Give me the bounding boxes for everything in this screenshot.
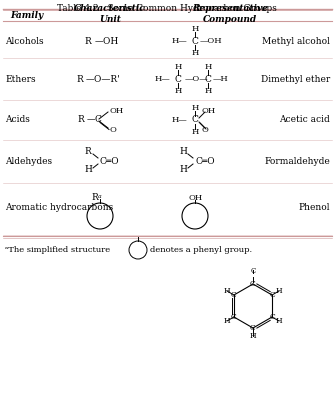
Text: R: R — [85, 37, 91, 45]
Text: H—: H— — [154, 75, 170, 83]
Text: H: H — [250, 332, 256, 340]
Text: R: R — [85, 148, 91, 156]
Text: —O—: —O— — [185, 75, 209, 83]
Text: H: H — [191, 128, 199, 136]
Text: denotes a phenyl group.: denotes a phenyl group. — [150, 246, 252, 254]
Text: H: H — [174, 87, 182, 95]
Text: O: O — [202, 126, 209, 134]
Text: O: O — [109, 126, 116, 134]
Text: C: C — [231, 291, 237, 299]
Text: Dimethyl ether: Dimethyl ether — [261, 74, 330, 84]
Text: OH: OH — [202, 107, 216, 115]
Text: H: H — [276, 317, 282, 325]
Text: C: C — [205, 74, 211, 84]
Text: H: H — [191, 104, 199, 112]
Text: C: C — [192, 37, 198, 45]
Text: H: H — [276, 287, 282, 295]
Text: Acids: Acids — [5, 115, 30, 125]
Text: C═O: C═O — [195, 156, 215, 166]
Text: Ethers: Ethers — [5, 74, 36, 84]
Text: C: C — [231, 313, 237, 321]
Text: H: H — [224, 317, 230, 325]
Text: C: C — [250, 267, 256, 275]
Text: H—: H— — [171, 116, 187, 124]
Text: H: H — [204, 63, 212, 71]
Text: Alcohols: Alcohols — [5, 37, 44, 45]
Text: H: H — [191, 25, 199, 33]
Text: R: R — [78, 115, 84, 125]
Text: C: C — [269, 313, 275, 321]
Text: Methyl alcohol: Methyl alcohol — [262, 37, 330, 45]
Text: —OH: —OH — [200, 37, 223, 45]
Text: C: C — [250, 280, 256, 288]
Text: H: H — [224, 287, 230, 295]
Text: C: C — [175, 74, 182, 84]
Text: H: H — [179, 148, 187, 156]
Text: Aromatic hydrocarbons: Aromatic hydrocarbons — [5, 203, 113, 213]
Text: Formaldehyde: Formaldehyde — [264, 156, 330, 166]
Text: Characteristic
Unit: Characteristic Unit — [74, 4, 146, 24]
Text: Acetic acid: Acetic acid — [279, 115, 330, 125]
Text: OH: OH — [109, 107, 123, 115]
Text: C: C — [269, 291, 275, 299]
Text: C═O: C═O — [100, 156, 120, 166]
Text: —H: —H — [213, 75, 229, 83]
Text: R: R — [77, 74, 83, 84]
Text: ᵃThe simplified structure: ᵃThe simplified structure — [5, 246, 110, 254]
Text: —O—R': —O—R' — [86, 74, 121, 84]
Text: OH: OH — [189, 194, 203, 202]
Text: H: H — [204, 87, 212, 95]
Text: a: a — [98, 194, 102, 199]
Text: Family: Family — [10, 10, 43, 20]
Text: H—: H— — [171, 37, 187, 45]
Text: H: H — [179, 166, 187, 174]
Text: C: C — [192, 115, 198, 125]
Text: H: H — [174, 63, 182, 71]
Text: Table 4.2 Some Common Hydrocarbon Groups: Table 4.2 Some Common Hydrocarbon Groups — [57, 4, 277, 13]
Text: R: R — [92, 193, 98, 201]
Text: —OH: —OH — [95, 37, 119, 45]
Text: C: C — [250, 324, 256, 332]
Text: Representative
Compound: Representative Compound — [192, 4, 268, 24]
Text: Phenol: Phenol — [298, 203, 330, 213]
Text: H: H — [191, 49, 199, 57]
Text: —C: —C — [87, 115, 103, 125]
Text: Aldehydes: Aldehydes — [5, 156, 52, 166]
Text: H: H — [84, 166, 92, 174]
